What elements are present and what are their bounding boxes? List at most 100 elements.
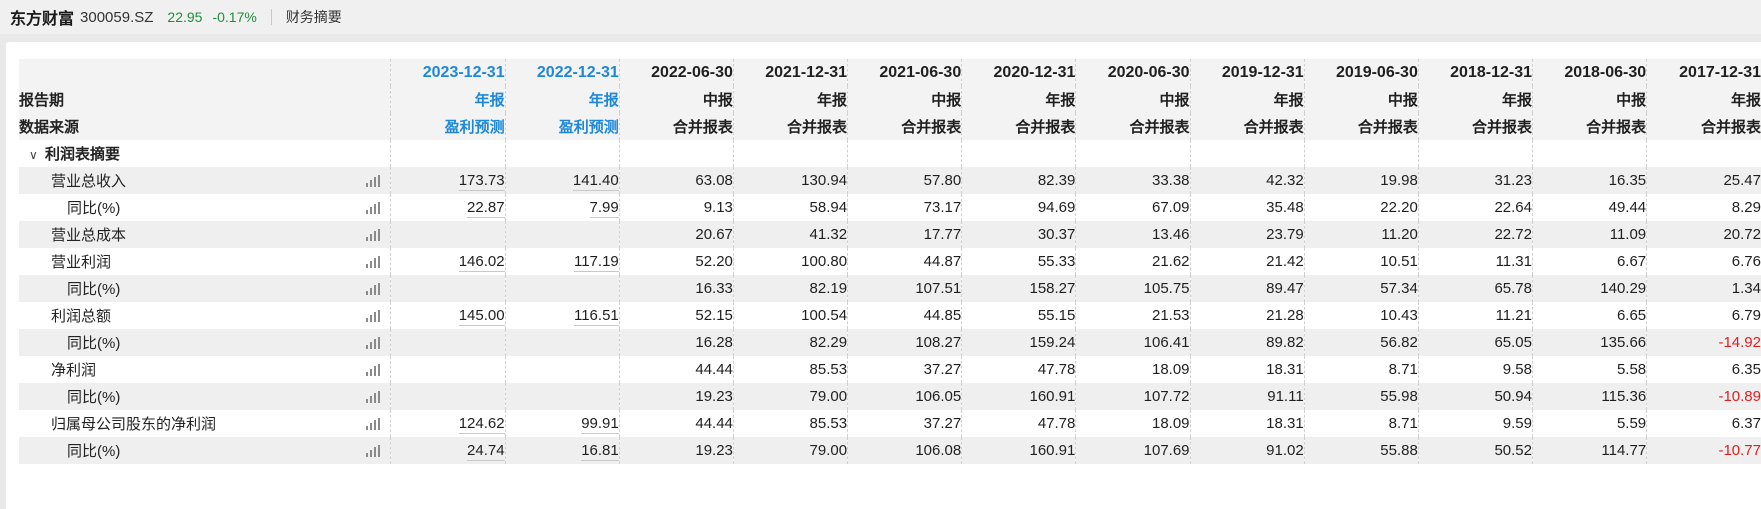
table-cell: 19.98 — [1303, 167, 1419, 194]
cell-value[interactable]: 99.91 — [581, 415, 619, 434]
column-date[interactable]: 2020-12-31 — [961, 59, 1076, 86]
column-data-source: 合并报表 — [618, 113, 734, 140]
table-cell — [504, 221, 620, 248]
table-cell: 13.46 — [1075, 221, 1191, 248]
cell-value: 73.17 — [923, 199, 962, 216]
row-label: 同比(%) — [67, 200, 121, 217]
bar-chart-icon[interactable] — [366, 337, 382, 349]
bar-chart-icon[interactable] — [366, 445, 382, 457]
bar-chart-icon[interactable] — [366, 229, 382, 241]
table-cell: 10.43 — [1303, 302, 1419, 329]
column-date[interactable]: 2021-12-31 — [732, 59, 848, 86]
table-cell: 55.88 — [1303, 437, 1419, 464]
table-cell — [504, 356, 620, 383]
cell-value: 6.37 — [1731, 415, 1761, 432]
table-cell: 146.02 — [390, 248, 506, 275]
column-data-source: 合并报表 — [1189, 113, 1305, 140]
cell-value: 23.79 — [1266, 226, 1304, 243]
cell-value: 5.59 — [1616, 415, 1647, 432]
column-report-type: 年报 — [1646, 86, 1761, 113]
cell-value: 6.79 — [1731, 307, 1761, 324]
bar-chart-icon[interactable] — [366, 418, 382, 430]
column-date[interactable]: 2021-06-30 — [847, 59, 962, 86]
cell-value: 10.43 — [1380, 307, 1418, 324]
table-row: 同比(%) 16.33 82.19 107.51 158.27 105.75 89.47 57… — [19, 275, 1761, 302]
column-date[interactable]: 2018-12-31 — [1417, 59, 1533, 86]
stock-change: -0.17% — [212, 9, 257, 25]
cell-value[interactable]: 116.51 — [573, 307, 619, 326]
cell-value: 47.78 — [1037, 415, 1076, 432]
cell-value[interactable]: 173.73 — [458, 172, 505, 191]
column-data-source: 合并报表 — [1075, 113, 1191, 140]
table-cell: 1.34 — [1646, 275, 1761, 302]
bar-chart-icon[interactable] — [366, 364, 382, 376]
header-row-date: 2023-12-31 2022-12-31 2022-06-30 2021-12-31… — [19, 59, 1761, 86]
cell-value: 35.48 — [1266, 199, 1304, 216]
cell-value: -10.77 — [1718, 442, 1761, 459]
column-data-source: 合并报表 — [1531, 113, 1647, 140]
column-date[interactable]: 2022-06-30 — [618, 59, 734, 86]
stock-header: 东方财富 300059.SZ 22.95 -0.17% 财务摘要 — [0, 0, 1761, 34]
cell-value: 21.53 — [1151, 307, 1190, 324]
table-cell: 173.73 — [390, 167, 506, 194]
bar-chart-icon[interactable] — [366, 391, 382, 403]
section-filler-cell — [390, 140, 506, 167]
table-cell: 47.78 — [961, 410, 1076, 437]
cell-value: 31.23 — [1494, 172, 1532, 189]
cell-value[interactable]: 24.74 — [467, 442, 505, 461]
cell-value: 100.80 — [801, 253, 848, 270]
cell-value[interactable]: 124.62 — [458, 415, 505, 434]
cell-value: 16.35 — [1608, 172, 1647, 189]
table-row: 营业总收入 173.73 141.40 63.08 130.94 57.80 82.39 33… — [19, 167, 1761, 194]
cell-value: 94.69 — [1037, 199, 1076, 216]
row-label-cell: 同比(%) — [19, 275, 391, 302]
cell-value: 30.37 — [1037, 226, 1076, 243]
column-date[interactable]: 2019-12-31 — [1189, 59, 1305, 86]
cell-value[interactable]: 7.99 — [589, 199, 619, 218]
chevron-down-icon[interactable]: ∨ — [29, 148, 38, 162]
row-label: 归属母公司股东的净利润 — [51, 416, 217, 433]
cell-value: 11.21 — [1495, 307, 1532, 324]
source-label: 数据来源 — [19, 113, 391, 140]
cell-value: 82.39 — [1037, 172, 1076, 189]
column-date[interactable]: 2022-12-31 — [504, 59, 620, 86]
cell-value[interactable]: 141.40 — [572, 172, 619, 191]
table-row: 同比(%) 19.23 79.00 106.05 160.91 107.72 91.11 55… — [19, 383, 1761, 410]
table-cell: 25.47 — [1646, 167, 1761, 194]
table-cell: 5.59 — [1531, 410, 1647, 437]
bar-chart-icon[interactable] — [366, 175, 382, 187]
table-cell: 55.15 — [961, 302, 1076, 329]
table-cell — [390, 383, 506, 410]
cell-value[interactable]: 145.00 — [458, 307, 505, 326]
header-row-source: 数据来源 盈利预测 盈利预测 合并报表 合并报表 合并报表 合并报表 合并报表 合并报表 合并报表… — [19, 113, 1761, 140]
section-title: 利润表摘要 — [45, 146, 121, 163]
bar-chart-icon[interactable] — [366, 283, 382, 295]
section-filler-cell — [1189, 140, 1305, 167]
cell-value: 107.72 — [1143, 388, 1190, 405]
table-cell: 44.44 — [618, 410, 734, 437]
cell-value: 82.19 — [809, 280, 848, 297]
cell-value[interactable]: 117.19 — [573, 253, 619, 272]
bar-chart-icon[interactable] — [366, 202, 382, 214]
cell-value: 114.77 — [1601, 442, 1647, 459]
cell-value: 79.00 — [809, 442, 848, 459]
table-row: 利润总额 145.00 116.51 52.15 100.54 44.85 55.15 21.… — [19, 302, 1761, 329]
cell-value[interactable]: 146.02 — [458, 253, 505, 272]
row-label: 营业总成本 — [51, 227, 127, 244]
column-date[interactable]: 2019-06-30 — [1303, 59, 1419, 86]
cell-value: 100.54 — [801, 307, 848, 324]
column-date[interactable]: 2018-06-30 — [1531, 59, 1647, 86]
column-report-type: 年报 — [961, 86, 1076, 113]
column-date[interactable]: 2023-12-31 — [390, 59, 506, 86]
cell-value: 55.33 — [1037, 253, 1076, 270]
cell-value[interactable]: 22.87 — [467, 199, 505, 218]
cell-value[interactable]: 16.81 — [581, 442, 619, 461]
table-cell: 47.78 — [961, 356, 1076, 383]
table-cell: 22.72 — [1417, 221, 1533, 248]
column-date[interactable]: 2017-12-31 — [1646, 59, 1761, 86]
bar-chart-icon[interactable] — [366, 256, 382, 268]
bar-chart-icon[interactable] — [366, 310, 382, 322]
section-toggle[interactable]: ∨ 利润表摘要 — [19, 140, 391, 167]
column-report-type: 中报 — [847, 86, 962, 113]
column-date[interactable]: 2020-06-30 — [1075, 59, 1191, 86]
